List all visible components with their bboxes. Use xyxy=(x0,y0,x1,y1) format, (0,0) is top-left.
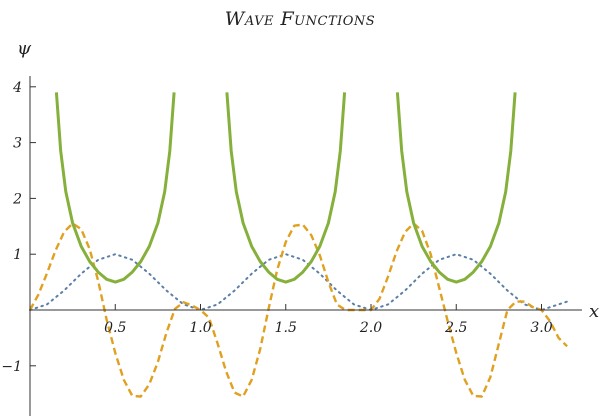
x-axis-label: x xyxy=(589,301,599,322)
x-tick-label: 2.5 xyxy=(444,320,467,336)
x-tick-label: 1.0 xyxy=(189,320,211,336)
series-layer xyxy=(28,92,569,398)
solid-wave-line-3 xyxy=(395,92,517,284)
x-tick-label: 3.0 xyxy=(530,320,552,336)
y-tick-label: 4 xyxy=(12,80,22,96)
y-axis-label: ψ xyxy=(17,38,32,59)
x-tick-label: 2.0 xyxy=(359,320,382,336)
x-tick-label: 0.5 xyxy=(104,320,126,336)
x-tick-label: 1.5 xyxy=(275,320,297,336)
solid-wave-line-2 xyxy=(225,92,347,284)
ticks-layer: 0.5 1.0 1.5 2.0 2.5 3.0 −1 1 2 3 4 xyxy=(1,80,552,375)
dotted-wave-line xyxy=(29,253,569,311)
y-tick-label: 2 xyxy=(12,191,22,207)
dashed-wave-line xyxy=(28,222,568,398)
chart-title: Wave Functions xyxy=(225,8,375,30)
y-tick-label: −1 xyxy=(1,359,22,375)
axes-layer xyxy=(29,76,582,416)
y-tick-label: 3 xyxy=(13,136,22,152)
y-tick-label: 1 xyxy=(13,247,22,263)
solid-wave-line-1 xyxy=(54,92,176,284)
